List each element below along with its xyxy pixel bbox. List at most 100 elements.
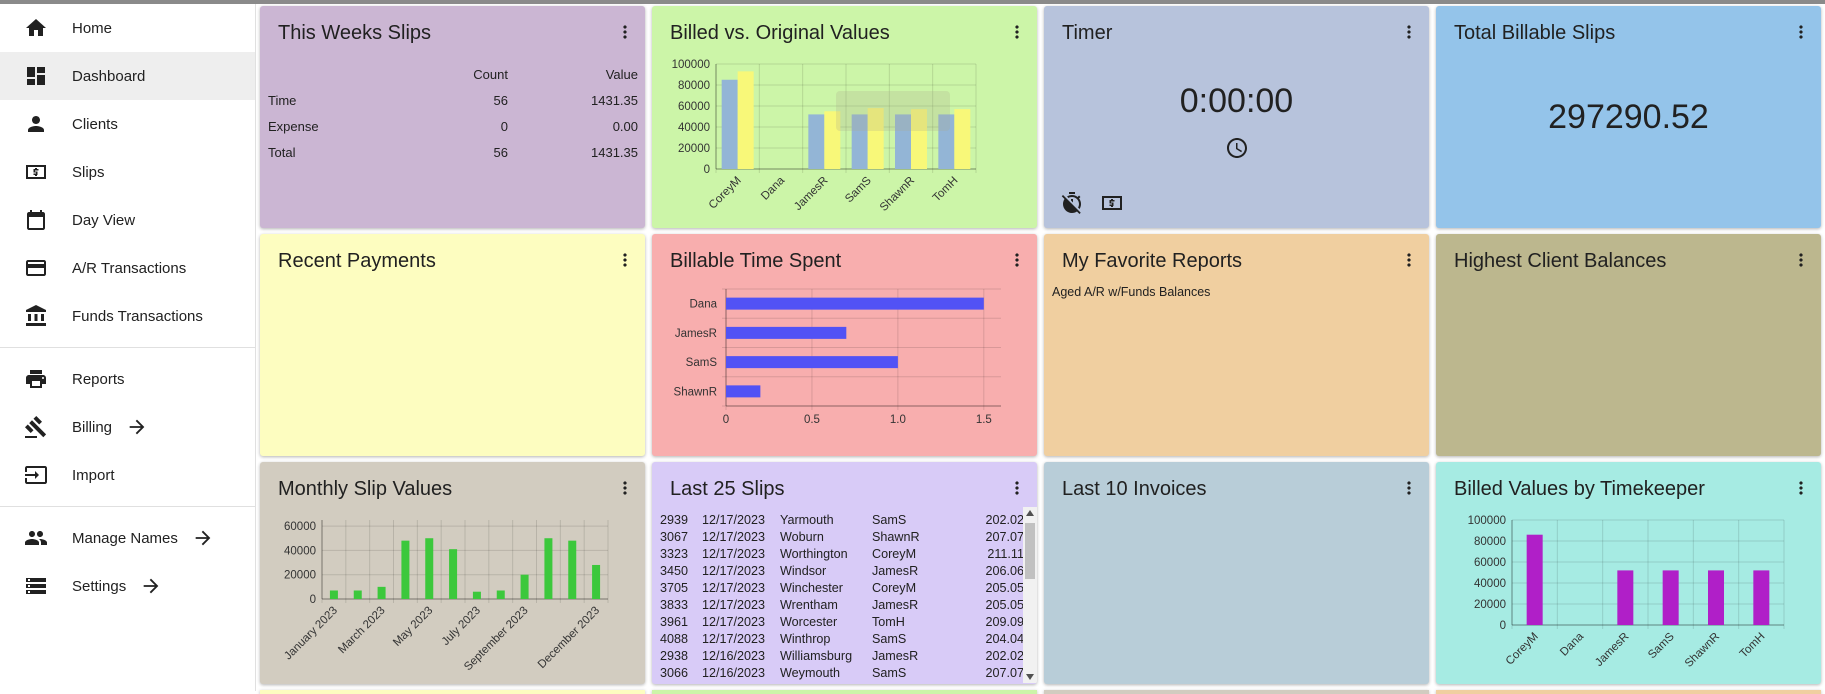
more-vert-icon[interactable]	[1791, 476, 1811, 500]
list-item[interactable]: 4088 12/17/2023 Winthrop SamS 204.04	[660, 631, 1024, 648]
x-tick-label: 1.5	[976, 414, 992, 426]
sidebar-item-label: Clients	[72, 115, 118, 133]
scrollbar-thumb[interactable]	[1025, 523, 1035, 579]
sidebar-item-slips[interactable]: Slips	[0, 148, 255, 196]
billed-by-timekeeper-chart: 0 20000 40000 60000 80000 100000 CoreyM Dana Jam…	[1468, 515, 1785, 670]
slip-client: Wrentham	[780, 598, 838, 612]
slip-client: Williamsburg	[780, 649, 853, 663]
clock-icon[interactable]	[1225, 136, 1249, 160]
more-vert-icon[interactable]	[1007, 20, 1027, 44]
card-title: Billed vs. Original Values	[670, 22, 890, 44]
sidebar-item-import[interactable]: Import	[0, 451, 255, 499]
scrollbar[interactable]	[1023, 507, 1037, 683]
slip-date: 12/17/2023	[702, 530, 766, 544]
more-vert-icon[interactable]	[1399, 20, 1419, 44]
sidebar-divider	[0, 506, 255, 507]
sidebar-item-label: Funds Transactions	[72, 307, 203, 325]
x-tick-label: 0	[723, 414, 729, 426]
list-item[interactable]: 3961 12/17/2023 Worcester TomH 209.09	[660, 614, 1024, 631]
sidebar-item-day-view[interactable]: Day View	[0, 196, 255, 244]
sidebar-item-reports[interactable]: Reports	[0, 355, 255, 403]
slip-date: 12/17/2023	[702, 581, 766, 595]
more-vert-icon[interactable]	[615, 248, 635, 272]
more-vert-icon[interactable]	[1399, 248, 1419, 272]
scroll-up-icon[interactable]	[1026, 510, 1034, 516]
slip-date: 12/17/2023	[702, 615, 766, 629]
list-item[interactable]: 3833 12/17/2023 Wrentham JamesR 205.05	[660, 597, 1024, 614]
card-billed-values-by-timekeeper: Billed Values by Timekeeper 0 20000 40000 6…	[1436, 462, 1821, 684]
row-label: Expense	[268, 118, 319, 134]
scroll-down-icon[interactable]	[1026, 674, 1034, 680]
chart-tooltip	[836, 91, 950, 131]
money-icon[interactable]	[1100, 191, 1124, 215]
card-title: Highest Client Balances	[1454, 250, 1667, 272]
y-tick-label: 20000	[678, 143, 710, 155]
row-label: Time	[268, 92, 297, 108]
y-tick-label: 0	[1500, 620, 1506, 632]
x-tick-label: July 2023	[440, 605, 483, 648]
card-recent-payments: Recent Payments	[260, 234, 645, 456]
more-vert-icon[interactable]	[1791, 248, 1811, 272]
y-tick-label: 0	[704, 164, 710, 176]
import-icon	[0, 463, 72, 487]
x-tick-label: 0.5	[804, 414, 820, 426]
slip-date: 12/17/2023	[702, 632, 766, 646]
list-item[interactable]: 2939 12/17/2023 Yarmouth SamS 202.02	[660, 512, 1024, 529]
sidebar-item-ar-transactions[interactable]: A/R Transactions	[0, 244, 255, 292]
x-tick-label: May 2023	[391, 605, 435, 649]
list-item[interactable]: 3067 12/17/2023 Woburn ShawnR 207.07	[660, 529, 1024, 546]
card-billable-time-spent: Billable Time Spent 0 0.5 1.0 1.5 Dana JamesR…	[652, 234, 1037, 456]
more-vert-icon[interactable]	[615, 20, 635, 44]
table-row: Expense 0 0.00	[268, 113, 638, 139]
x-tick-label: December 2023	[536, 605, 602, 671]
sidebar-item-settings[interactable]: Settings	[0, 562, 255, 610]
slip-client: Woburn	[780, 530, 824, 544]
sidebar-item-label: Slips	[72, 163, 105, 181]
x-tick-label: 1.0	[890, 414, 906, 426]
card-billed-vs-original: Billed vs. Original Values 0 20000 40000 60…	[652, 6, 1037, 228]
sidebar-item-billing[interactable]: Billing	[0, 403, 255, 451]
bar	[737, 71, 754, 169]
more-vert-icon[interactable]	[1791, 20, 1811, 44]
favorite-report-link[interactable]: Aged A/R w/Funds Balances	[1052, 285, 1211, 299]
sidebar-item-clients[interactable]: Clients	[0, 100, 255, 148]
sidebar-item-label: Billing	[72, 418, 113, 436]
col-header-count: Count	[473, 66, 508, 82]
timer-off-icon[interactable]	[1060, 191, 1084, 215]
card-total-billable-slips: Total Billable Slips 297290.52	[1436, 6, 1821, 228]
card-my-favorite-reports: My Favorite Reports Aged A/R w/Funds Bal…	[1044, 234, 1429, 456]
people-icon	[0, 526, 72, 550]
list-item[interactable]: 3066 12/16/2023 Weymouth SamS 207.07	[660, 665, 1024, 682]
sidebar-item-manage-names[interactable]: Manage Names	[0, 514, 255, 562]
y-tick-label: JamesR	[675, 328, 717, 340]
more-vert-icon[interactable]	[1399, 476, 1419, 500]
slip-timekeeper: TomH	[872, 615, 905, 629]
slip-client: Windsor	[780, 564, 827, 578]
bar	[1753, 570, 1770, 625]
top-border	[0, 0, 1825, 4]
bar	[808, 114, 825, 169]
list-item[interactable]: 3323 12/17/2023 Worthington CoreyM 211.11	[660, 546, 1024, 563]
sidebar-item-dashboard[interactable]: Dashboard	[0, 52, 255, 100]
list-item[interactable]: 3450 12/17/2023 Windsor JamesR 206.06	[660, 563, 1024, 580]
slip-client: Worthington	[780, 547, 848, 561]
slip-value: 206.06	[985, 564, 1024, 578]
more-vert-icon[interactable]	[615, 476, 635, 500]
slip-value: 202.02	[985, 649, 1024, 663]
card-title: Recent Payments	[278, 250, 436, 272]
slip-timekeeper: ShawnR	[872, 530, 920, 544]
slip-timekeeper: JamesR	[872, 598, 919, 612]
sidebar-item-label: Reports	[72, 370, 125, 388]
sidebar-item-home[interactable]: Home	[0, 4, 255, 52]
more-vert-icon[interactable]	[1007, 248, 1027, 272]
bar	[1662, 570, 1679, 625]
slip-timekeeper: SamS	[872, 666, 907, 680]
sidebar-item-funds-transactions[interactable]: Funds Transactions	[0, 292, 255, 340]
bar	[726, 385, 761, 398]
card-this-weeks-slips: This Weeks Slips Count Value Time 56 143…	[260, 6, 645, 228]
row-count: 56	[493, 144, 508, 160]
list-item[interactable]: 2938 12/16/2023 Williamsburg JamesR 202.02	[660, 648, 1024, 665]
card-highest-client-balances: Highest Client Balances	[1436, 234, 1821, 456]
list-item[interactable]: 3705 12/17/2023 Winchester CoreyM 205.05	[660, 580, 1024, 597]
more-vert-icon[interactable]	[1007, 476, 1027, 500]
